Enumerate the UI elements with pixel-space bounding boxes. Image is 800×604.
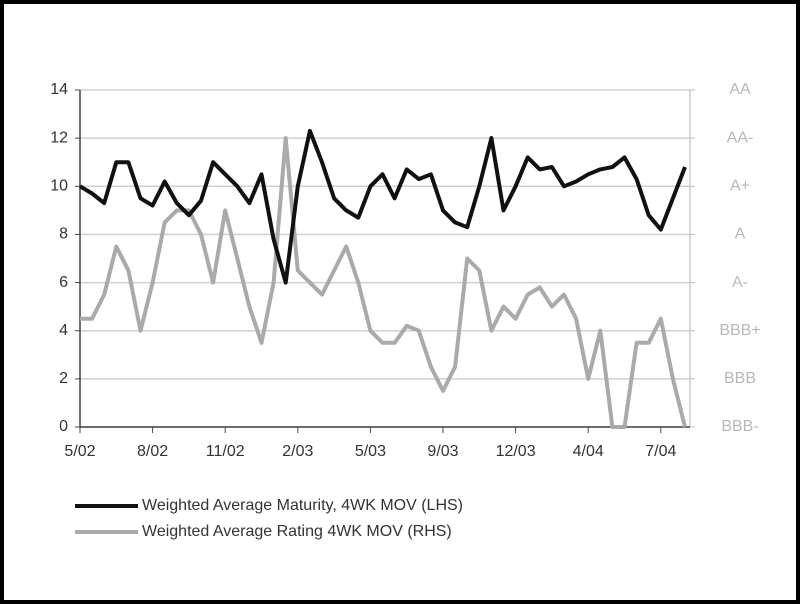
x-tick-label: 12/03 <box>496 443 536 460</box>
y-tick-label: 2 <box>59 370 68 387</box>
y2-tick-label: AA- <box>727 129 754 146</box>
x-tick-label: 11/02 <box>206 443 245 460</box>
y2-tick-label: AA <box>729 81 751 98</box>
y2-tick-label: BBB+ <box>719 322 760 339</box>
y2-tick-label: BBB <box>724 370 756 387</box>
x-tick-label: 2/03 <box>282 443 313 460</box>
y-tick-label: 10 <box>50 178 68 195</box>
y2-tick-label: A+ <box>730 178 750 195</box>
y-tick-label: 0 <box>59 418 68 435</box>
x-tick-label: 4/04 <box>573 443 604 460</box>
series-line <box>78 128 687 285</box>
x-tick-label: 7/04 <box>645 443 676 460</box>
y2-tick-label: A- <box>732 274 748 291</box>
y2-tick-label: A <box>735 226 746 243</box>
y-tick-label: 12 <box>50 129 68 146</box>
y2-tick-label: BBB- <box>721 418 758 435</box>
y-tick-label: 4 <box>59 322 68 339</box>
legend-label: Weighted Average Rating 4WK MOV (RHS) <box>142 523 452 540</box>
x-tick-label: 8/02 <box>137 443 168 460</box>
x-tick-label: 9/03 <box>427 443 458 460</box>
y-tick-label: 6 <box>59 274 68 291</box>
x-tick-label: 5/03 <box>355 443 386 460</box>
y-tick-label: 14 <box>50 81 68 98</box>
y-tick-label: 8 <box>59 226 68 243</box>
legend-label: Weighted Average Maturity, 4WK MOV (LHS) <box>142 497 463 514</box>
series-line <box>80 136 687 429</box>
x-tick-label: 5/02 <box>64 443 95 460</box>
